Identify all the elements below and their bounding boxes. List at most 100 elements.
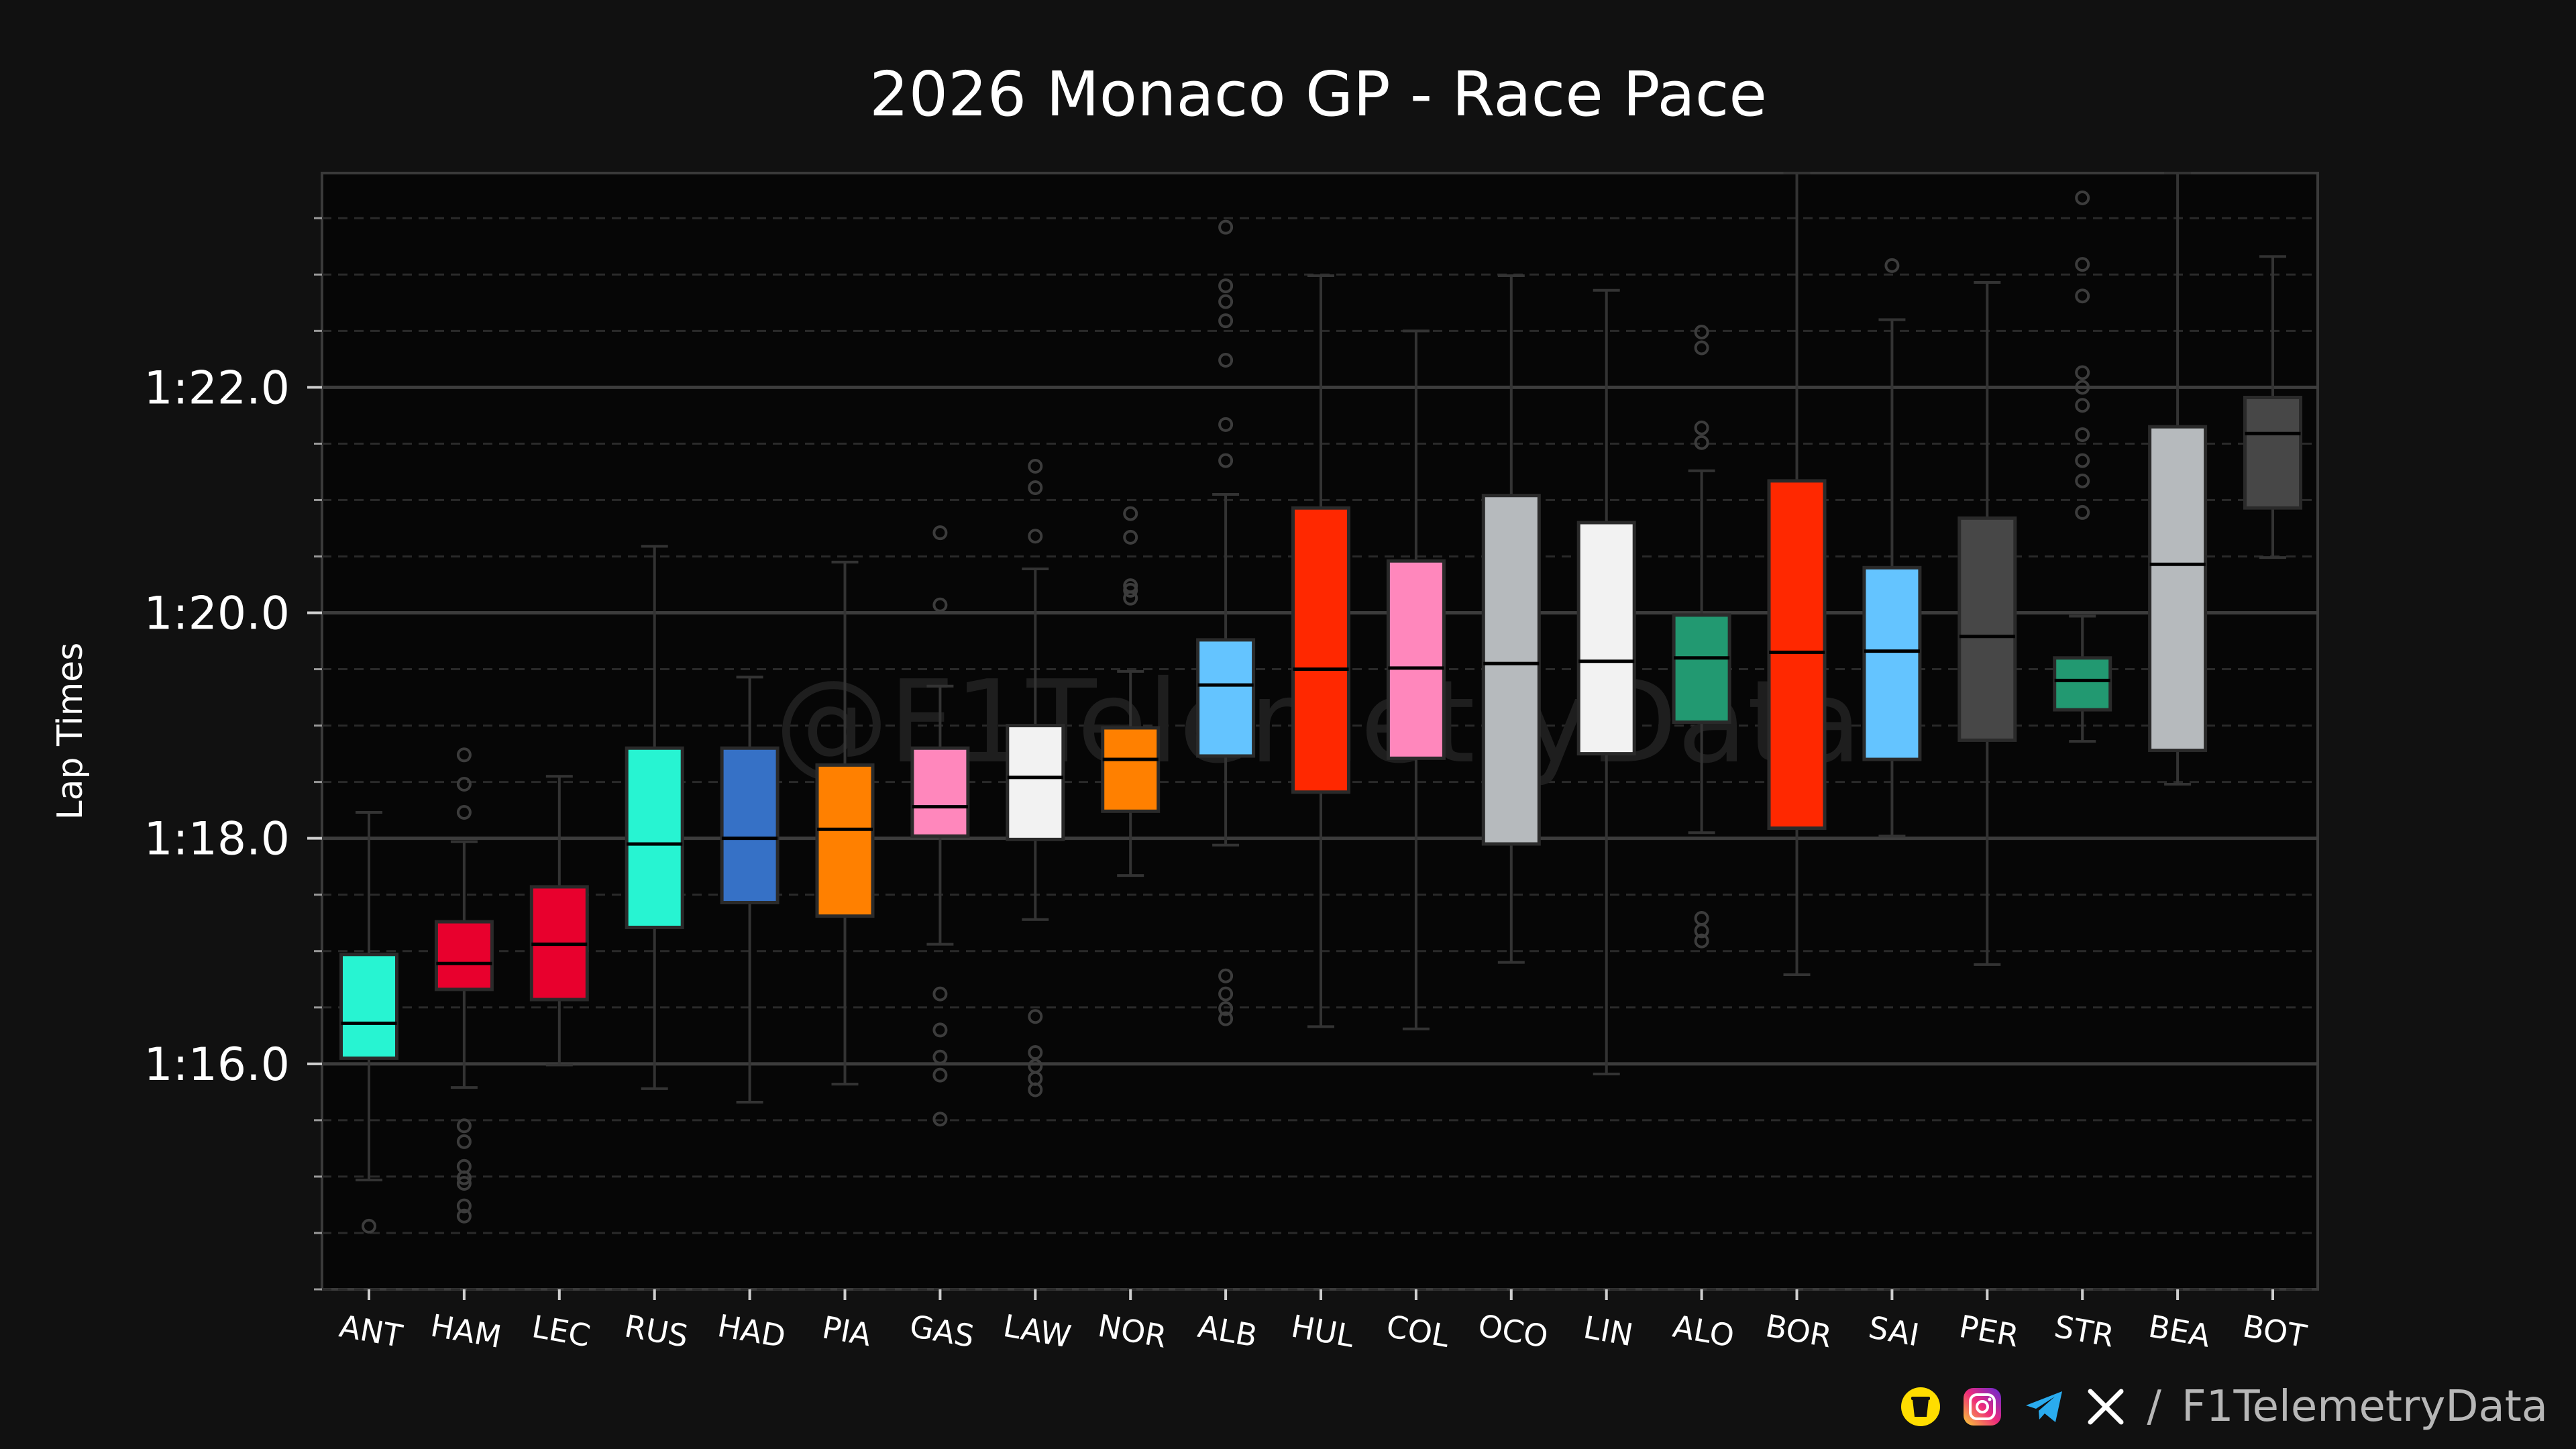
box-bor (1767, 172, 1827, 977)
iqr-box (1576, 521, 1636, 756)
iqr-box (1101, 726, 1161, 813)
x-tick-label-pia: PIA (820, 1309, 875, 1353)
box-rus (625, 545, 684, 1090)
box-per (1957, 281, 2017, 966)
box-str (2053, 190, 2112, 743)
outlier-point (2075, 398, 2090, 413)
x-tick-label-rus: RUS (622, 1307, 691, 1354)
outlier-point (1218, 968, 1234, 983)
outlier-point (2075, 473, 2090, 488)
outlier-point (1218, 353, 1234, 368)
outlier-point (1694, 923, 1709, 938)
y-tick-label: 1:22.0 (144, 362, 290, 415)
x-tick-label-bor: BOR (1763, 1307, 1835, 1354)
x-tick-label-gas: GAS (907, 1307, 977, 1354)
telegram-icon[interactable] (2023, 1386, 2065, 1428)
outlier-point (1218, 453, 1234, 468)
outlier-point (1028, 480, 1043, 495)
box-alo (1672, 324, 1731, 949)
box-plots (339, 172, 2302, 1234)
x-tick-label-oco: OCO (1475, 1307, 1550, 1355)
iqr-box (1291, 506, 1350, 794)
box-alb (1196, 219, 1256, 1026)
outlier-point (932, 1112, 948, 1127)
x-tick-label-alb: ALB (1195, 1308, 1260, 1354)
outlier-point (1218, 986, 1234, 1002)
outlier-point (1123, 529, 1138, 545)
x-tick-label-had: HAD (715, 1307, 788, 1355)
box-ham (434, 747, 494, 1224)
x-tick-label-ham: HAM (428, 1307, 504, 1355)
x-tick-label-law: LAW (1001, 1307, 1074, 1355)
box-col (1386, 329, 1446, 1030)
x-tick-label-sai: SAI (1866, 1309, 1922, 1353)
y-tick-label: 1:16.0 (144, 1038, 290, 1091)
outlier-point (1694, 420, 1709, 435)
footer-handle[interactable]: F1TelemetryData (2181, 1382, 2548, 1432)
outlier-point (932, 986, 948, 1002)
outlier-point (362, 1218, 376, 1234)
box-gas (910, 525, 970, 1127)
iqr-box (2053, 656, 2112, 712)
chart-title: 2026 Monaco GP - Race Pace (869, 58, 1767, 130)
x-tick-label-ant: ANT (337, 1307, 406, 1354)
outlier-point (1694, 435, 1709, 450)
outlier-point (2075, 288, 2090, 304)
x-tick-label-lin: LIN (1581, 1309, 1636, 1353)
iqr-box (1672, 613, 1731, 724)
iqr-box (1767, 479, 1827, 830)
box-oco (1481, 274, 1541, 964)
outlier-point (1218, 219, 1234, 235)
y-tick-label: 1:18.0 (144, 813, 290, 866)
outlier-point (456, 1170, 472, 1185)
x-tick-label-alo: ALO (1670, 1308, 1737, 1354)
outlier-point (456, 747, 472, 763)
outlier-point (2075, 504, 2090, 520)
x-icon[interactable] (2085, 1386, 2127, 1428)
outlier-point (932, 1067, 948, 1083)
outlier-point (932, 525, 948, 541)
outlier-point (1028, 459, 1043, 474)
outlier-point (456, 805, 472, 820)
iqr-box (625, 746, 684, 929)
iqr-box (434, 920, 494, 991)
outlier-point (456, 1134, 472, 1149)
iqr-box (1481, 494, 1541, 846)
box-lec (529, 775, 589, 1067)
box-pia (815, 560, 875, 1086)
x-tick-label-nor: NOR (1095, 1307, 1169, 1355)
outlier-point (1218, 313, 1234, 329)
x-tick-label-str: STR (2051, 1308, 2116, 1354)
outlier-point (2075, 380, 2090, 395)
outlier-point (456, 776, 472, 792)
iqr-box (1006, 724, 1065, 841)
x-tick-label-per: PER (1957, 1308, 2022, 1354)
outlier-point (932, 1022, 948, 1038)
box-bot (2243, 255, 2302, 559)
outlier-point (1218, 1011, 1234, 1026)
outlier-point (456, 1208, 472, 1224)
box-sai (1862, 258, 1922, 838)
buymeacoffee-icon[interactable] (1900, 1386, 1941, 1428)
box-had (720, 676, 780, 1104)
outlier-point (1028, 1082, 1043, 1097)
x-tick-label-hul: HUL (1289, 1308, 1357, 1355)
x-tick-label-col: COL (1384, 1307, 1452, 1354)
box-nor (1101, 506, 1161, 877)
outlier-point (932, 597, 948, 612)
outlier-point (1218, 1001, 1234, 1016)
social-footer: / F1TelemetryData (1900, 1382, 2548, 1432)
outlier-point (1884, 258, 1900, 273)
outlier-point (1028, 1009, 1043, 1024)
iqr-box (1957, 516, 2017, 742)
instagram-icon[interactable] (1962, 1386, 2003, 1428)
outlier-point (1694, 324, 1709, 339)
box-lin (1576, 288, 1636, 1075)
outlier-point (456, 1176, 472, 1191)
box-hul (1291, 274, 1350, 1028)
outlier-point (1123, 590, 1138, 606)
y-axis-ticks: 1:16.0 1:18.0 1:20.0 1:22.0 (144, 217, 322, 1291)
box-law (1006, 459, 1065, 1097)
outlier-point (1694, 340, 1709, 356)
